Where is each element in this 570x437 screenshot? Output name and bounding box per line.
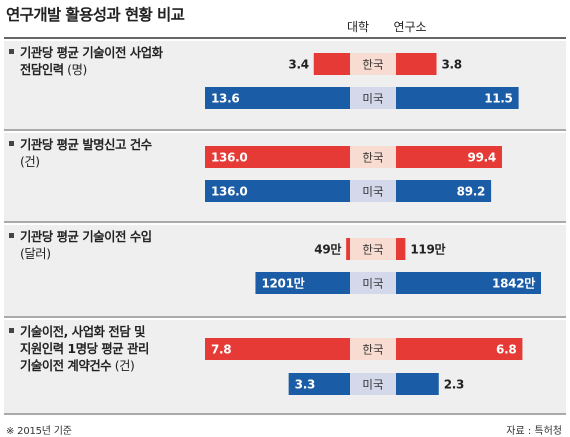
group-background — [4, 225, 566, 316]
group-unit: (달러) — [20, 247, 51, 261]
value-label-university: 3.4 — [288, 58, 308, 72]
country-box — [350, 272, 396, 294]
bar-institute — [396, 87, 519, 109]
group-bullet — [9, 233, 14, 238]
bar-university — [205, 146, 350, 168]
value-label-university: 49만 — [314, 242, 341, 257]
group-label-line: 기술이전 계약건수 (건) — [20, 358, 134, 373]
country-box — [350, 373, 396, 395]
group-bullet — [9, 328, 14, 333]
value-label-institute: 89.2 — [457, 185, 485, 199]
value-label-university: 13.6 — [211, 92, 239, 106]
value-label-university: 136.0 — [211, 185, 247, 199]
value-label-institute: 3.8 — [442, 58, 462, 72]
group-label-line: 기관당 평균 기술이전 사업화 — [20, 45, 164, 60]
group-background — [4, 320, 566, 413]
bar-university — [313, 53, 350, 75]
group-bullet — [9, 141, 14, 146]
country-label: 한국 — [362, 58, 383, 72]
value-label-institute: 6.8 — [496, 343, 516, 357]
group-label-line: 지원인력 1명당 평균 관리 — [20, 341, 149, 356]
value-label-institute: 119만 — [410, 242, 445, 257]
bar-institute — [396, 238, 406, 260]
country-label: 미국 — [362, 378, 383, 392]
group-unit: (건) — [111, 359, 134, 373]
value-label-institute: 99.4 — [468, 151, 496, 165]
country-label: 한국 — [362, 243, 383, 257]
country-label: 한국 — [362, 151, 383, 165]
value-label-university: 3.3 — [295, 378, 315, 392]
bar-university — [288, 373, 350, 395]
country-box — [350, 338, 396, 360]
bar-university — [346, 238, 350, 260]
source-note: 자료 : 특허청 — [506, 426, 562, 437]
bar-institute — [396, 180, 492, 202]
bar-university — [255, 272, 350, 294]
column-header-university: 대학 — [346, 20, 370, 34]
group-unit: (건) — [20, 155, 40, 169]
value-label-institute: 11.5 — [484, 92, 512, 106]
value-label-university: 1201만 — [261, 276, 304, 291]
country-box — [350, 146, 396, 168]
bar-institute — [396, 272, 541, 294]
group-label-line: 전담인력 (명) — [20, 62, 87, 77]
value-label-university: 136.0 — [211, 151, 247, 165]
bar-institute — [396, 53, 437, 75]
chart-title: 연구개발 활용성과 현황 비교 — [6, 6, 185, 24]
value-label-university: 7.8 — [211, 343, 231, 357]
country-label: 미국 — [362, 277, 383, 291]
group-label-line: 기관당 평균 기술이전 수입 — [20, 229, 152, 244]
group-label-line: 기관당 평균 발명신고 건수 — [20, 137, 152, 152]
bar-institute — [396, 338, 523, 360]
country-box — [350, 87, 396, 109]
value-label-institute: 1842만 — [492, 276, 535, 291]
country-box — [350, 238, 396, 260]
bar-university — [205, 338, 350, 360]
country-label: 한국 — [362, 343, 383, 357]
country-label: 미국 — [362, 185, 383, 199]
bar-university — [205, 87, 350, 109]
country-label: 미국 — [362, 92, 383, 106]
bar-institute — [396, 373, 439, 395]
footnote: ※ 2015년 기준 — [6, 426, 72, 437]
country-box — [350, 53, 396, 75]
bar-institute — [396, 146, 502, 168]
column-header-institute: 연구소 — [393, 20, 427, 34]
bar-university — [205, 180, 350, 202]
group-bullet — [9, 49, 14, 54]
value-label-institute: 2.3 — [444, 378, 464, 392]
group-unit: (명) — [64, 63, 87, 77]
group-background — [4, 41, 566, 129]
country-box — [350, 180, 396, 202]
group-label-line: 기술이전, 사업화 전담 및 — [20, 324, 145, 339]
